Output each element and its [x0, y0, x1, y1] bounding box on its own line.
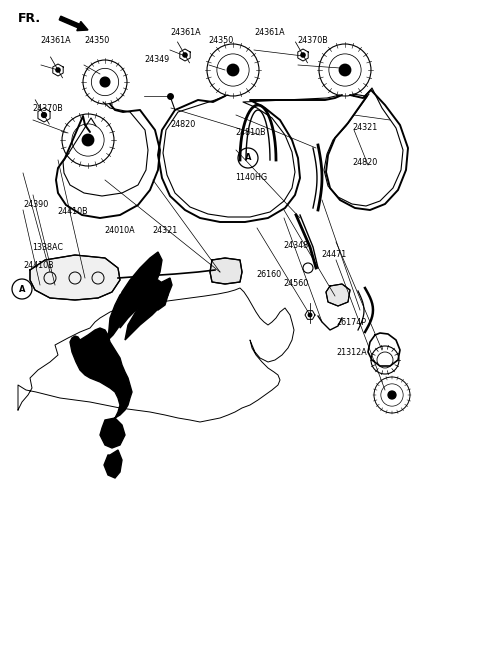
FancyArrow shape: [59, 16, 88, 31]
Text: 24810B: 24810B: [235, 128, 266, 137]
Polygon shape: [108, 290, 128, 340]
Text: 26174P: 26174P: [336, 318, 366, 327]
Text: 24350: 24350: [84, 36, 109, 45]
Circle shape: [82, 134, 94, 146]
Polygon shape: [125, 278, 172, 340]
Polygon shape: [210, 258, 242, 284]
Circle shape: [388, 391, 396, 399]
Circle shape: [56, 68, 60, 72]
Text: 24350: 24350: [209, 36, 234, 45]
Text: 1338AC: 1338AC: [33, 243, 64, 253]
Text: 24361A: 24361A: [170, 28, 201, 37]
Polygon shape: [148, 280, 168, 310]
Text: 24370B: 24370B: [33, 104, 63, 113]
Text: A: A: [19, 285, 25, 293]
Text: 24349: 24349: [144, 54, 169, 64]
Circle shape: [100, 77, 110, 87]
Circle shape: [42, 113, 47, 117]
Text: 24560: 24560: [283, 279, 309, 288]
Circle shape: [339, 64, 351, 75]
Polygon shape: [30, 255, 120, 300]
Text: FR.: FR.: [18, 12, 41, 25]
Text: 24321: 24321: [153, 226, 178, 236]
Text: 24390: 24390: [23, 200, 48, 209]
Circle shape: [228, 64, 239, 75]
Text: 26160: 26160: [257, 270, 282, 279]
Polygon shape: [70, 328, 132, 420]
Text: 1140HG: 1140HG: [235, 173, 267, 182]
Text: 24410B: 24410B: [23, 261, 54, 270]
Polygon shape: [100, 418, 125, 448]
Text: 24410B: 24410B: [58, 207, 88, 216]
Text: 24471: 24471: [322, 250, 347, 259]
Circle shape: [308, 314, 312, 317]
Circle shape: [183, 53, 187, 57]
Text: 24820: 24820: [353, 158, 378, 167]
Text: 21312A: 21312A: [336, 348, 367, 358]
Text: 24010A: 24010A: [105, 226, 135, 236]
Text: 24361A: 24361A: [41, 36, 72, 45]
Text: 24361A: 24361A: [254, 28, 285, 37]
Text: A: A: [245, 154, 251, 163]
Polygon shape: [326, 284, 350, 306]
Circle shape: [301, 53, 305, 57]
Text: 24820: 24820: [170, 120, 196, 129]
Polygon shape: [104, 450, 122, 478]
Polygon shape: [118, 252, 162, 328]
Text: 24348: 24348: [283, 241, 308, 251]
Text: 24321: 24321: [353, 123, 378, 133]
Text: 24370B: 24370B: [298, 36, 328, 45]
